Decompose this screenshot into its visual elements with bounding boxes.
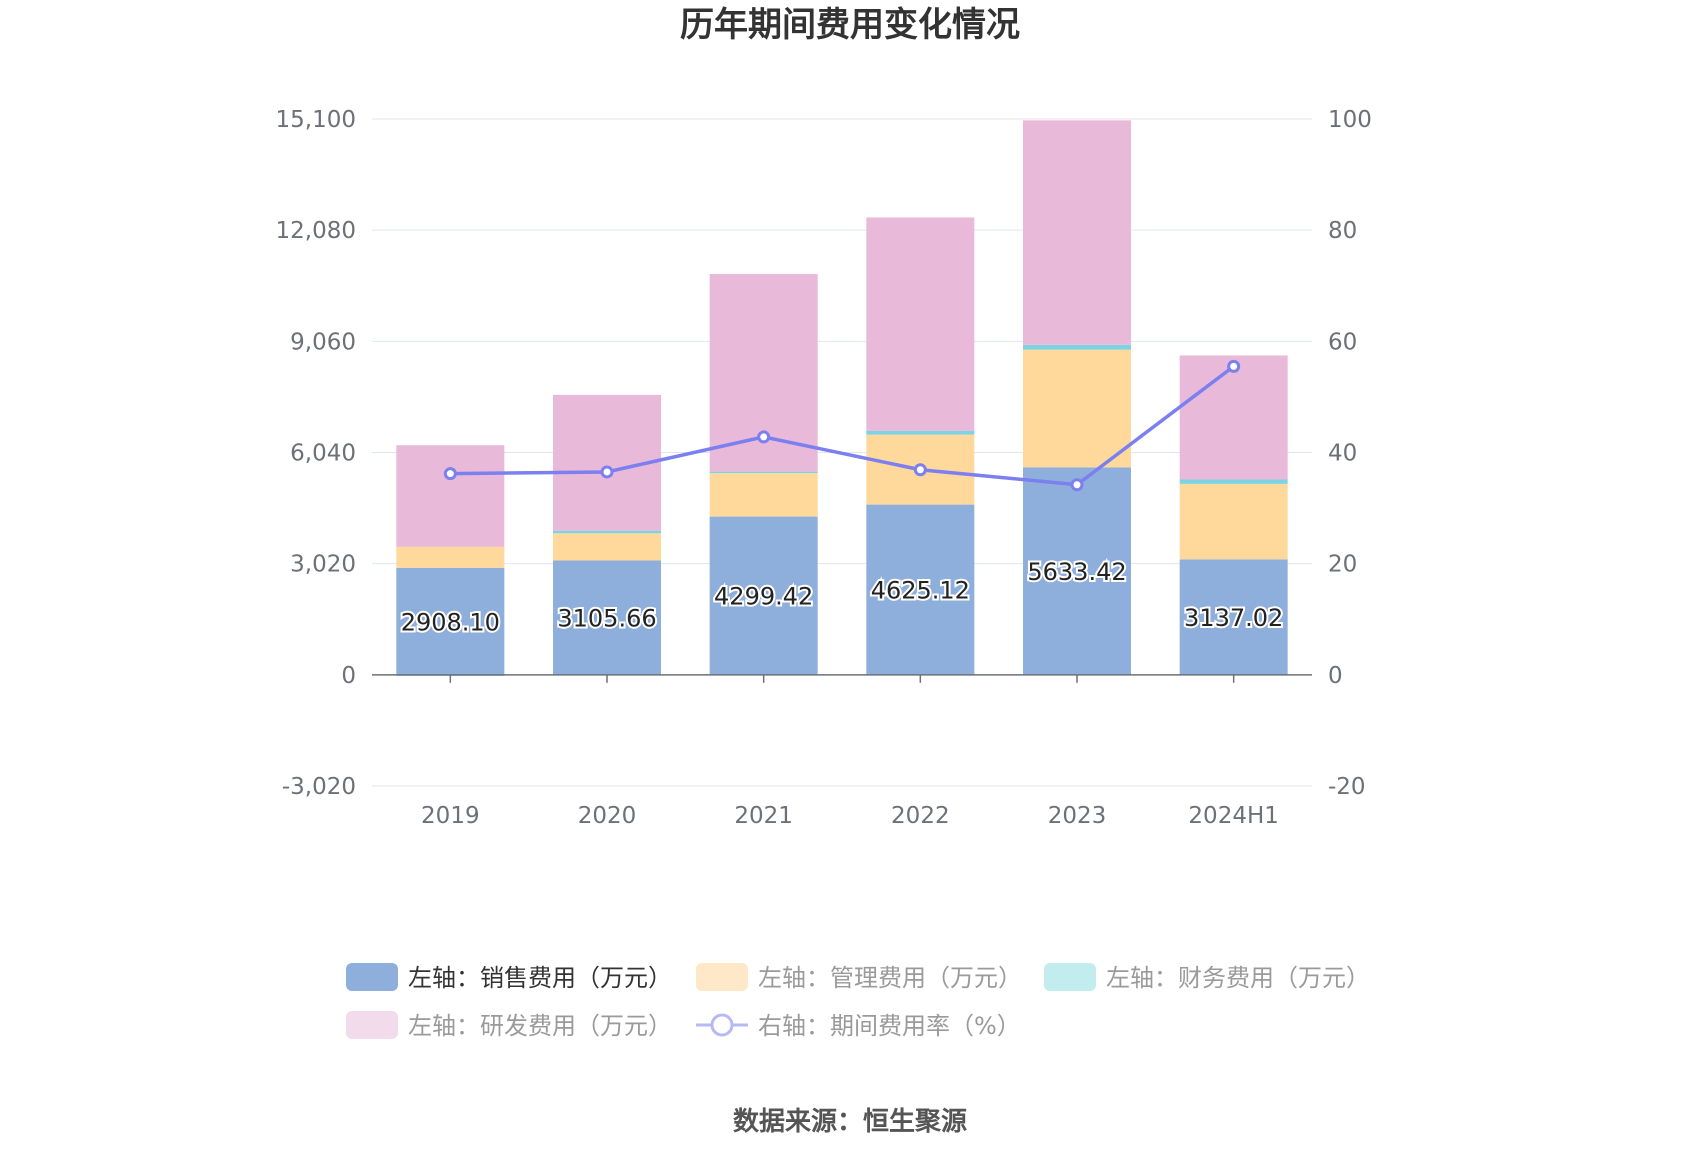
left-tick-label: 6,040	[290, 441, 356, 467]
bar-labels: 2908.10 3105.66 4299.42 4625.12 5633.42 3137.…	[399, 556, 1286, 638]
chart-title: 历年期间费用变化情况	[680, 5, 1020, 45]
right-tick-label: 60	[1328, 329, 1357, 355]
rate-point	[1070, 478, 1084, 492]
legend-item-finance[interactable]: 左轴：财务费用（万元）	[1044, 963, 1370, 992]
legend-label-finance: 左轴：财务费用（万元）	[1106, 964, 1370, 992]
bar-value-label: 3137.02	[1184, 604, 1283, 632]
rate-point	[443, 467, 457, 481]
bar-segment	[709, 473, 818, 517]
bar-segment	[396, 445, 505, 547]
bar-segment	[1179, 483, 1288, 560]
bar-segment	[1023, 349, 1131, 468]
bar-segment	[553, 560, 661, 675]
legend: 左轴：销售费用（万元） 左轴：管理费用（万元） 左轴：财务费用（万元） 左轴：研…	[346, 963, 1370, 1040]
bar-segment	[866, 430, 975, 435]
rate-point	[600, 465, 614, 479]
left-tick-label: 12,080	[276, 218, 356, 244]
legend-item-admin[interactable]: 左轴：管理费用（万元）	[696, 963, 1022, 992]
bar-segment	[553, 530, 661, 534]
bar-segment	[1179, 355, 1288, 480]
bar-segment	[709, 516, 818, 675]
right-tick-label: 80	[1328, 218, 1357, 244]
legend-label-admin: 左轴：管理费用（万元）	[758, 964, 1022, 992]
legend-marker-rate	[710, 1013, 734, 1037]
left-tick-label: 15,100	[276, 107, 356, 133]
legend-swatch-rd	[346, 1011, 398, 1039]
right-tick-label: 20	[1328, 552, 1357, 578]
x-tick-label: 2023	[1048, 803, 1107, 829]
bar-segment	[866, 217, 975, 431]
bar-segment	[709, 471, 818, 474]
legend-swatch-sales	[346, 963, 398, 991]
legend-item-rate[interactable]: 右轴：期间费用率（%）	[696, 1012, 1021, 1040]
x-axis: 2019 2020 2021 2022 2023 2024H1	[421, 803, 1279, 829]
left-tick-label: -3,020	[282, 774, 356, 800]
legend-swatch-finance	[1044, 963, 1096, 991]
x-axis-line	[372, 674, 1312, 683]
bar-value-label: 5633.42	[1027, 558, 1126, 586]
bar-value-label: 4625.12	[871, 577, 970, 605]
legend-swatch-admin	[696, 963, 748, 991]
bar-segment	[1023, 467, 1131, 675]
bar-segment	[553, 533, 661, 561]
bar-segment	[396, 546, 505, 568]
right-tick-label: 100	[1328, 107, 1372, 133]
bar-series	[396, 120, 1288, 676]
bar-segment	[866, 504, 975, 675]
x-tick-label: 2021	[734, 803, 793, 829]
legend-label-rate: 右轴：期间费用率（%）	[758, 1012, 1021, 1040]
right-axis: -20 0 20 40 60 80 100	[1328, 107, 1372, 800]
rate-line	[450, 364, 1235, 487]
x-tick-label: 2024H1	[1188, 803, 1278, 829]
bar-value-label: 4299.42	[714, 583, 813, 611]
x-tick-label: 2020	[578, 803, 637, 829]
legend-label-sales: 左轴：销售费用（万元）	[408, 964, 672, 992]
legend-item-sales[interactable]: 左轴：销售费用（万元）	[346, 963, 672, 992]
rate-point	[913, 463, 927, 477]
rate-point	[757, 430, 771, 444]
data-source: 数据来源：恒生聚源	[733, 1107, 967, 1137]
x-tick-label: 2022	[891, 803, 950, 829]
left-axis: -3,020 0 3,020 6,040 9,060 12,080 15,100	[276, 107, 356, 800]
rate-point	[1227, 359, 1241, 373]
bar-segment	[1179, 479, 1288, 484]
bar-value-label: 2908.10	[401, 608, 500, 636]
left-tick-label: 9,060	[290, 329, 356, 355]
x-tick-label: 2019	[421, 803, 480, 829]
bar-value-label: 3105.66	[557, 605, 656, 633]
left-tick-label: 0	[341, 663, 356, 689]
right-tick-label: 0	[1328, 663, 1343, 689]
legend-item-rd[interactable]: 左轴：研发费用（万元）	[346, 1011, 672, 1040]
rate-line-series	[443, 359, 1241, 492]
bar-segment	[1023, 344, 1131, 350]
bar-segment	[1023, 120, 1131, 345]
bar-segment	[396, 567, 505, 675]
right-tick-label: -20	[1328, 774, 1366, 800]
left-tick-label: 3,020	[290, 552, 356, 578]
legend-label-rd: 左轴：研发费用（万元）	[408, 1012, 672, 1040]
bar-segment	[1179, 559, 1288, 675]
right-tick-label: 40	[1328, 441, 1357, 467]
